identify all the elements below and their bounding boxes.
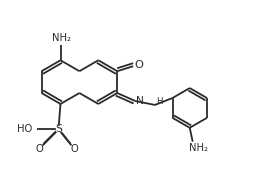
Text: O: O [135,60,143,70]
Text: S: S [55,124,62,134]
Text: HO: HO [17,124,32,134]
Text: N: N [136,96,144,106]
Text: O: O [70,144,78,154]
Text: O: O [36,144,44,154]
Text: H: H [156,97,162,107]
Polygon shape [56,126,61,131]
Text: NH₂: NH₂ [52,33,71,43]
Text: NH₂: NH₂ [189,143,208,153]
